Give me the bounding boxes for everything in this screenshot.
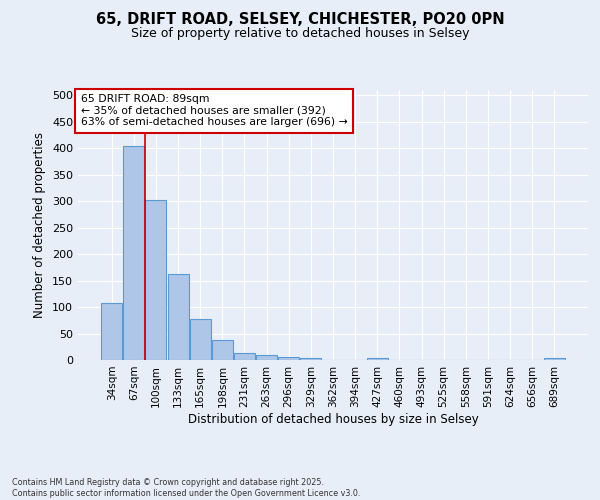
Bar	[234, 353, 255, 360]
Bar	[101, 304, 122, 360]
Text: Size of property relative to detached houses in Selsey: Size of property relative to detached ho…	[131, 28, 469, 40]
Bar	[145, 200, 166, 360]
Text: Contains HM Land Registry data © Crown copyright and database right 2025.
Contai: Contains HM Land Registry data © Crown c…	[12, 478, 361, 498]
Text: 65 DRIFT ROAD: 89sqm
← 35% of detached houses are smaller (392)
63% of semi-deta: 65 DRIFT ROAD: 89sqm ← 35% of detached h…	[80, 94, 347, 127]
Text: 65, DRIFT ROAD, SELSEY, CHICHESTER, PO20 0PN: 65, DRIFT ROAD, SELSEY, CHICHESTER, PO20…	[95, 12, 505, 28]
Bar	[124, 146, 145, 360]
Bar	[367, 358, 388, 360]
Bar	[301, 358, 322, 360]
Bar	[190, 319, 211, 360]
X-axis label: Distribution of detached houses by size in Selsey: Distribution of detached houses by size …	[188, 412, 478, 426]
Y-axis label: Number of detached properties: Number of detached properties	[34, 132, 46, 318]
Bar	[256, 354, 277, 360]
Bar	[212, 340, 233, 360]
Bar	[278, 358, 299, 360]
Bar	[544, 358, 565, 360]
Bar	[167, 274, 188, 360]
